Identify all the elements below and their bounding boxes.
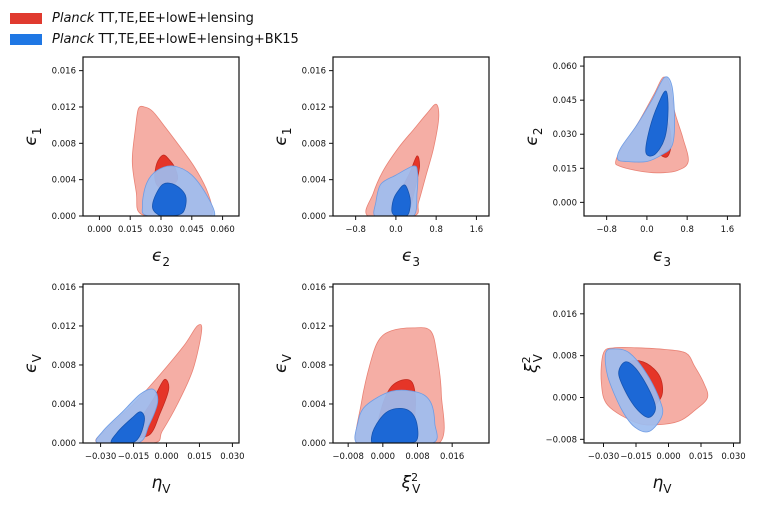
- x-tick-label: 0.008: [405, 452, 429, 462]
- y-tick-label: 0.016: [302, 283, 326, 293]
- contour-group: [600, 346, 709, 433]
- contour-blue-68: [618, 361, 656, 418]
- contour-blue-68: [370, 407, 419, 443]
- y-tick-label: 0.012: [302, 103, 326, 113]
- contour-group: [365, 103, 440, 216]
- axes-frame: [583, 283, 741, 444]
- x-tick-label: −0.030: [588, 452, 619, 462]
- y-tick-label: 0.000: [553, 393, 577, 403]
- y-tick-label: 0.060: [553, 62, 577, 72]
- x-tick-label: 1.6: [721, 225, 735, 235]
- y-tick-label: 0.004: [302, 176, 326, 186]
- x-axis-label: ηV: [152, 473, 172, 496]
- contour-blue-68: [152, 182, 187, 216]
- contour-blue-68: [645, 90, 669, 157]
- y-tick-label: 0.016: [52, 67, 76, 77]
- x-tick-label: 1.6: [470, 225, 484, 235]
- x-tick-label: 0.0: [640, 225, 654, 235]
- axes-frame: [332, 56, 490, 217]
- x-tick-label: −0.8: [596, 225, 617, 235]
- x-tick-label: −0.008: [332, 452, 363, 462]
- x-tick-label: 0.030: [220, 452, 244, 462]
- x-tick-label: 0.000: [154, 452, 178, 462]
- y-tick-label: 0.000: [52, 212, 76, 222]
- y-tick-label: 0.016: [302, 67, 326, 77]
- y-tick-label: −0.008: [546, 435, 577, 445]
- y-tick-label: 0.012: [52, 103, 76, 113]
- y-tick-label: 0.016: [553, 310, 577, 320]
- y-tick-label: 0.008: [302, 139, 326, 149]
- panel: 0.000 0.015 0.030 0.045 0.060 0.000 0.004 0.008…: [21, 56, 240, 269]
- y-tick-label: 0.004: [52, 176, 76, 186]
- y-tick-label: 0.008: [553, 352, 577, 362]
- legend: Planck TT,TE,EE+lowE+lensing Planck TT,T…: [10, 8, 299, 50]
- x-tick-label: 0.015: [689, 452, 713, 462]
- x-tick-label: −0.030: [85, 452, 116, 462]
- contour-group: [131, 105, 216, 216]
- x-tick-label: 0.030: [149, 225, 173, 235]
- y-tick-label: 0.004: [302, 400, 326, 410]
- y-axis-label: ξ2V: [520, 353, 545, 373]
- x-tick-label: −0.015: [118, 452, 149, 462]
- panel: −0.8 0.0 0.8 1.6 0.000 0.004 0.008 0.012 0.016 ϵ3…: [271, 56, 490, 269]
- y-axis-label: ϵV: [21, 353, 44, 372]
- panel: −0.8 0.0 0.8 1.6 0.000 0.015 0.030 0.045 0.060 ϵ3…: [522, 56, 741, 269]
- x-tick-label: 0.030: [721, 452, 745, 462]
- axes-frame: [82, 283, 240, 444]
- contour-group: [354, 327, 445, 443]
- x-tick-label: 0.000: [87, 225, 111, 235]
- legend-label: Planck TT,TE,EE+lowE+lensing+BK15: [52, 32, 299, 47]
- y-tick-label: 0.045: [553, 96, 577, 106]
- y-tick-label: 0.030: [553, 130, 577, 140]
- y-tick-label: 0.000: [302, 439, 326, 449]
- legend-entry: Planck TT,TE,EE+lowE+lensing+BK15: [10, 29, 299, 50]
- x-tick-label: 0.015: [187, 452, 211, 462]
- y-tick-label: 0.012: [302, 322, 326, 332]
- x-tick-label: 0.0: [389, 225, 403, 235]
- y-tick-label: 0.008: [52, 139, 76, 149]
- contour-group: [615, 76, 689, 174]
- y-tick-label: 0.015: [553, 164, 577, 174]
- x-tick-label: 0.016: [440, 452, 464, 462]
- legend-label: Planck TT,TE,EE+lowE+lensing: [52, 11, 254, 26]
- y-axis-label: ϵ1: [21, 127, 44, 145]
- x-axis-label: ηV: [653, 473, 673, 496]
- legend-entry: Planck TT,TE,EE+lowE+lensing: [10, 8, 299, 29]
- y-tick-label: 0.008: [52, 361, 76, 371]
- y-axis-label: ϵV: [271, 353, 294, 372]
- y-tick-label: 0.000: [52, 439, 76, 449]
- axes-frame: [583, 56, 741, 217]
- y-tick-label: 0.012: [52, 322, 76, 332]
- x-axis-label: ξ2 V: [401, 471, 421, 496]
- y-tick-label: 0.004: [52, 400, 76, 410]
- y-tick-label: 0.000: [553, 198, 577, 208]
- panel: −0.030 −0.015 0.000 0.015 0.030 0.000 0.004 0.0…: [21, 283, 245, 496]
- legend-swatch-blue: [10, 34, 42, 45]
- legend-swatch-red: [10, 13, 42, 24]
- x-tick-label: 0.060: [210, 225, 234, 235]
- x-axis-label: ϵ3: [653, 246, 671, 269]
- x-tick-label: 0.045: [180, 225, 204, 235]
- contour-blue-68: [391, 184, 411, 216]
- x-tick-label: 0.000: [371, 452, 395, 462]
- y-tick-label: 0.016: [52, 283, 76, 293]
- axes-frame: [332, 283, 490, 444]
- y-axis-label: ϵ1: [271, 127, 294, 145]
- x-tick-label: 0.8: [429, 225, 443, 235]
- x-axis-label: ϵ2: [152, 246, 170, 269]
- x-tick-label: 0.8: [680, 225, 694, 235]
- contour-group: [95, 324, 203, 443]
- y-tick-label: 0.000: [302, 212, 326, 222]
- x-axis-label: ϵ3: [402, 246, 420, 269]
- x-tick-label: 0.015: [118, 225, 142, 235]
- x-tick-label: −0.015: [620, 452, 651, 462]
- y-axis-label: ϵ2: [522, 127, 545, 145]
- x-tick-label: 0.000: [656, 452, 680, 462]
- panel: −0.008 0.000 0.008 0.016 0.000 0.004 0.008 0.01…: [271, 283, 490, 496]
- y-tick-label: 0.008: [302, 361, 326, 371]
- x-tick-label: −0.8: [345, 225, 366, 235]
- panel: −0.030 −0.015 0.000 0.015 0.030 −0.008 0.000 0.…: [520, 283, 746, 496]
